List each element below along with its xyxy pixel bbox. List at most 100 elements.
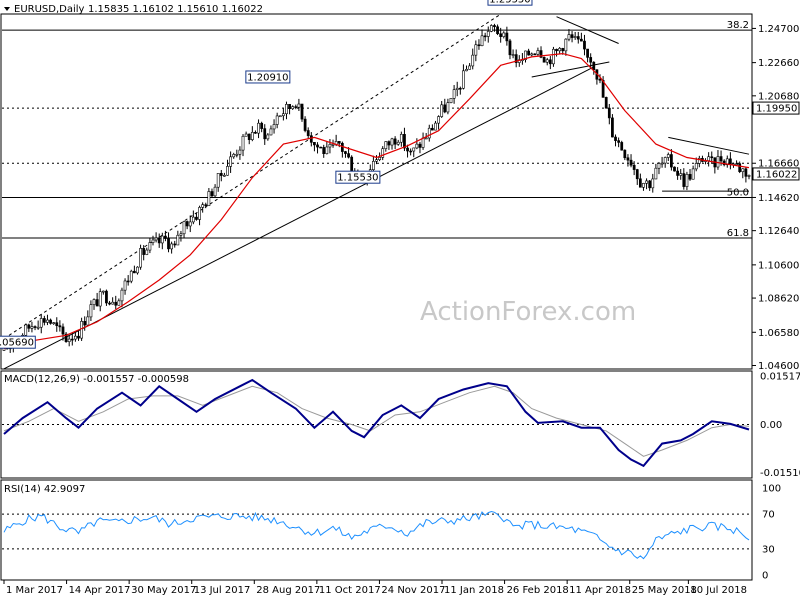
candle-body (207, 191, 211, 207)
candle-body (530, 53, 534, 56)
candle-body (337, 141, 341, 144)
candle-body (372, 161, 375, 170)
rsi-line (3, 510, 750, 560)
candle-body (735, 163, 738, 165)
candle-body (477, 44, 481, 47)
collapse-triangle-icon[interactable] (4, 7, 10, 11)
price-tick-label: 1.14620 (758, 193, 799, 204)
candle-body (707, 156, 711, 161)
candle-body (415, 143, 419, 149)
candle-body (505, 32, 509, 42)
candle-body (70, 338, 74, 341)
price-tick-label: 1.16660 (758, 159, 799, 170)
candle-body (260, 122, 264, 129)
candle-body (527, 50, 530, 56)
candle-body (638, 178, 642, 188)
candle-body (86, 316, 90, 326)
rsi-tick-label: 30 (762, 544, 775, 555)
candle-body (257, 122, 260, 134)
candle-body (654, 167, 658, 180)
candle-body (241, 135, 245, 151)
candle-body (120, 289, 124, 302)
candle-body (440, 104, 444, 117)
candle-body (176, 234, 180, 246)
candle-body (316, 144, 319, 148)
candle-body (291, 106, 295, 109)
candle-body (635, 169, 639, 180)
candle-body (626, 157, 630, 161)
candle-body (716, 156, 720, 168)
candle-body (123, 280, 127, 291)
candle-body (142, 248, 146, 255)
candle-body (449, 97, 453, 103)
candle-body (542, 57, 546, 63)
rsi-tick-label: 70 (762, 510, 775, 521)
price-callout-label: 1.20910 (247, 72, 288, 83)
candle-body (666, 154, 670, 158)
candle-body (164, 235, 167, 239)
candle-body (58, 325, 62, 328)
price-callout: 1.20910 (245, 70, 291, 84)
candle-body (288, 104, 291, 109)
candle-body (651, 178, 655, 189)
candle-body (325, 146, 329, 154)
candle-body (465, 68, 468, 72)
rsi-tick-label: 100 (762, 484, 781, 495)
candle-body (213, 186, 217, 197)
candle-body (132, 270, 136, 274)
candle-body (39, 318, 43, 328)
candle-body (437, 116, 440, 124)
x-tick-label: 14 Apr 2017 (69, 585, 131, 596)
candle-body (188, 221, 192, 227)
candle-body (533, 53, 537, 56)
candle-body (697, 158, 701, 164)
candle-body (673, 166, 676, 172)
candle-body (586, 48, 589, 58)
candle-body (725, 158, 729, 166)
candle-body (536, 50, 540, 55)
watermark: ActionForex.com (420, 297, 636, 327)
candle-body (223, 174, 226, 177)
candle-body (278, 115, 282, 118)
price-callout-box (335, 170, 381, 184)
fib-level-label: 61.8 (727, 228, 749, 239)
candle-body (483, 35, 487, 38)
macd-panel-frame (0, 370, 753, 479)
price-callout: 1.05690 (0, 335, 36, 349)
candle-body (564, 38, 568, 52)
candle-body (576, 36, 580, 40)
rsi-title: RSI(14) 42.9097 (4, 484, 85, 495)
candle-body (266, 134, 270, 140)
price-tick-label: 1.06580 (758, 328, 799, 339)
candle-body (250, 131, 254, 140)
candle-body (98, 291, 102, 307)
x-tick-label: 10 Jul 2018 (690, 585, 747, 596)
candle-body (381, 148, 385, 158)
candle-body (424, 137, 428, 140)
x-tick-label: 11 Jan 2018 (444, 585, 504, 596)
x-tick-label: 11 Oct 2017 (319, 585, 381, 596)
candle-body (579, 38, 583, 42)
candle-body (201, 204, 205, 208)
triangle-lower-line (531, 61, 610, 78)
candle-body (64, 333, 68, 342)
candle-body (430, 127, 434, 131)
candle-body (148, 242, 152, 251)
candle-body (244, 133, 248, 137)
candle-body (387, 141, 391, 146)
candle-body (216, 173, 220, 188)
candle-body (688, 174, 692, 180)
candle-body (275, 115, 279, 125)
price-layer: 1.24700 1.22660 1.20680 1.16660 1.14620 1.126… (0, 0, 800, 372)
candle-body (151, 239, 155, 243)
candle-body (617, 140, 621, 143)
candle-body (552, 48, 555, 65)
candle-body (508, 40, 512, 56)
x-tick-label: 24 Nov 2017 (381, 585, 445, 596)
candle-body (744, 168, 748, 177)
price-callout: 1.15530 (335, 170, 381, 184)
candle-body (663, 157, 667, 164)
candle-body (632, 164, 636, 170)
candle-body (297, 103, 301, 108)
